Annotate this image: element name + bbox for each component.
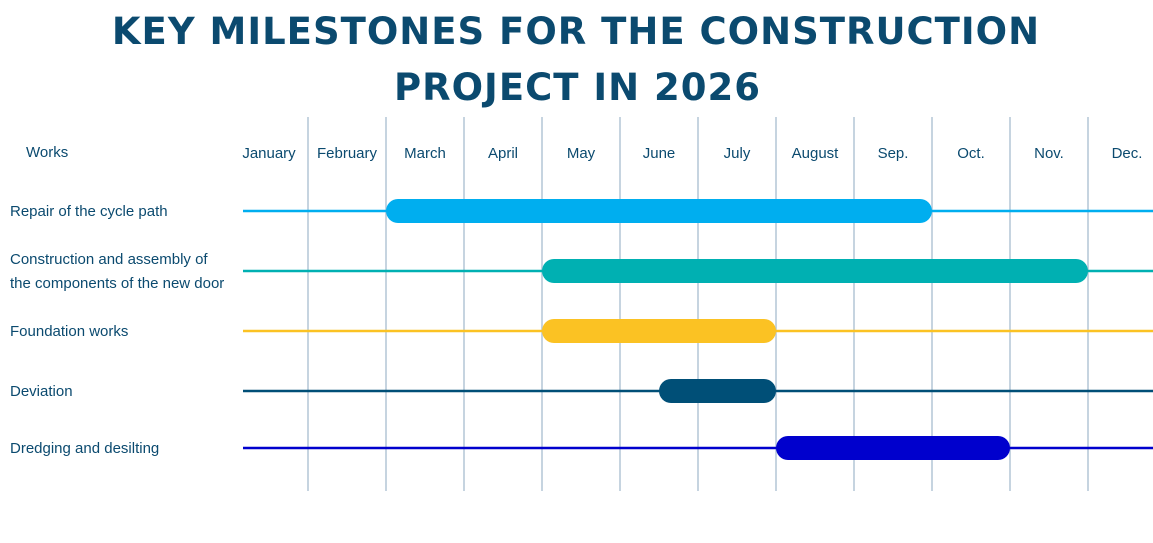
task-bar <box>776 436 1010 460</box>
task-bars <box>386 199 1088 460</box>
task-bar <box>659 379 776 403</box>
month-label: February <box>317 145 378 162</box>
month-label: May <box>567 145 596 162</box>
month-label: August <box>792 145 840 162</box>
labels: January February March April May June July Augu… <box>10 144 1142 457</box>
month-label: July <box>724 145 751 162</box>
month-label: Nov. <box>1034 145 1064 162</box>
month-label: April <box>488 145 518 162</box>
month-label: January <box>242 145 296 162</box>
task-label: Repair of the cycle path <box>10 203 168 220</box>
month-label: Sep. <box>878 145 909 162</box>
month-label: June <box>643 145 676 162</box>
task-label: Deviation <box>10 383 73 400</box>
task-bar <box>542 319 776 343</box>
chart-title-line-1: Key milestones for the construction <box>111 10 1041 53</box>
task-label: Foundation works <box>10 323 128 340</box>
task-bar <box>386 199 932 223</box>
month-label: Oct. <box>957 145 985 162</box>
task-label: Construction and assembly of the componen… <box>10 251 224 292</box>
chart-title-line-2: project in 2026 <box>394 66 761 109</box>
chart-title: Key milestones for the construction proj… <box>0 4 1153 116</box>
month-label: Dec. <box>1112 145 1143 162</box>
row-header-label: Works <box>26 144 68 161</box>
task-bar <box>542 259 1088 283</box>
task-label: Dredging and desilting <box>10 440 159 457</box>
month-label: March <box>404 145 446 162</box>
grid-lines <box>307 117 1089 491</box>
